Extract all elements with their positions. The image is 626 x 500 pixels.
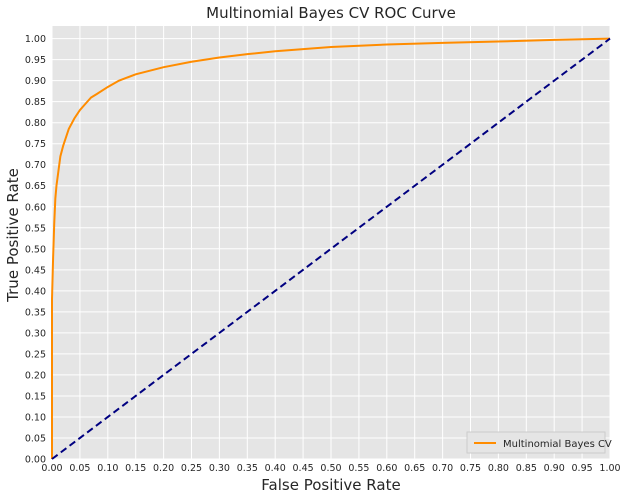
y-tick-label: 1.00 [25,34,46,45]
x-tick-label: 0.20 [153,463,174,474]
y-tick-label: 0.30 [25,328,46,339]
y-tick-label: 0.20 [25,370,46,381]
x-tick-label: 0.70 [432,463,453,474]
y-tick-label: 0.10 [25,412,46,423]
y-tick-label: 0.05 [25,433,46,444]
y-tick-label: 0.60 [25,202,46,213]
x-tick-label: 0.90 [544,463,565,474]
x-tick-label: 0.55 [348,463,369,474]
legend-box [466,431,606,454]
x-tick-label: 0.15 [125,463,146,474]
series-layer [51,37,611,460]
x-tick-label: 0.05 [69,463,90,474]
y-tick-label: 0.45 [25,265,46,276]
y-tick-label: 0.85 [25,97,46,108]
y-tick-label: 0.00 [25,455,46,466]
y-tick-label: 0.90 [25,76,46,87]
y-tick-label: 0.25 [25,349,46,360]
x-tick-label: 0.75 [460,463,481,474]
x-tick-label: 0.95 [572,463,593,474]
y-tick-labels: 0.00 0.05 0.10 0.15 0.20 0.25 0.30 0.35 0.40 0.45… [25,34,46,465]
x-tick-label: 0.80 [488,463,509,474]
legend-label: Multinomial Bayes CV [503,439,612,450]
y-tick-label: 0.50 [25,244,46,255]
roc-curve-line [51,37,611,459]
x-tick-label: 0.35 [237,463,258,474]
x-tick-label: 0.45 [293,463,314,474]
y-tick-label: 0.75 [25,139,46,150]
x-tick-labels: 0.00 0.05 0.10 0.15 0.20 0.25 0.30 0.35 0.40 0.45… [41,463,620,474]
x-tick-label: 1.00 [599,463,620,474]
x-tick-label: 0.00 [41,463,62,474]
x-tick-label: 0.85 [516,463,537,474]
y-tick-label: 0.35 [25,307,46,318]
y-axis-label: True Positive Rate [4,168,22,303]
x-tick-label: 0.65 [404,463,425,474]
y-tick-label: 0.40 [25,286,46,297]
y-tick-label: 0.95 [25,55,46,66]
y-tick-label: 0.55 [25,223,46,234]
x-tick-label: 0.60 [376,463,397,474]
x-tick-label: 0.30 [209,463,230,474]
chance-diagonal-line [51,37,611,460]
y-tick-label: 0.70 [25,160,46,171]
x-tick-label: 0.40 [265,463,286,474]
x-tick-label: 0.50 [320,463,341,474]
chart-title: Multinomial Bayes CV ROC Curve [206,4,456,22]
x-axis-label: False Positive Rate [261,476,400,494]
legend: Multinomial Bayes CV [466,431,612,454]
y-tick-label: 0.15 [25,391,46,402]
x-tick-label: 0.10 [97,463,118,474]
y-tick-label: 0.65 [25,181,46,192]
x-tick-label: 0.25 [181,463,202,474]
y-tick-label: 0.80 [25,118,46,129]
grid-lines [51,26,611,460]
